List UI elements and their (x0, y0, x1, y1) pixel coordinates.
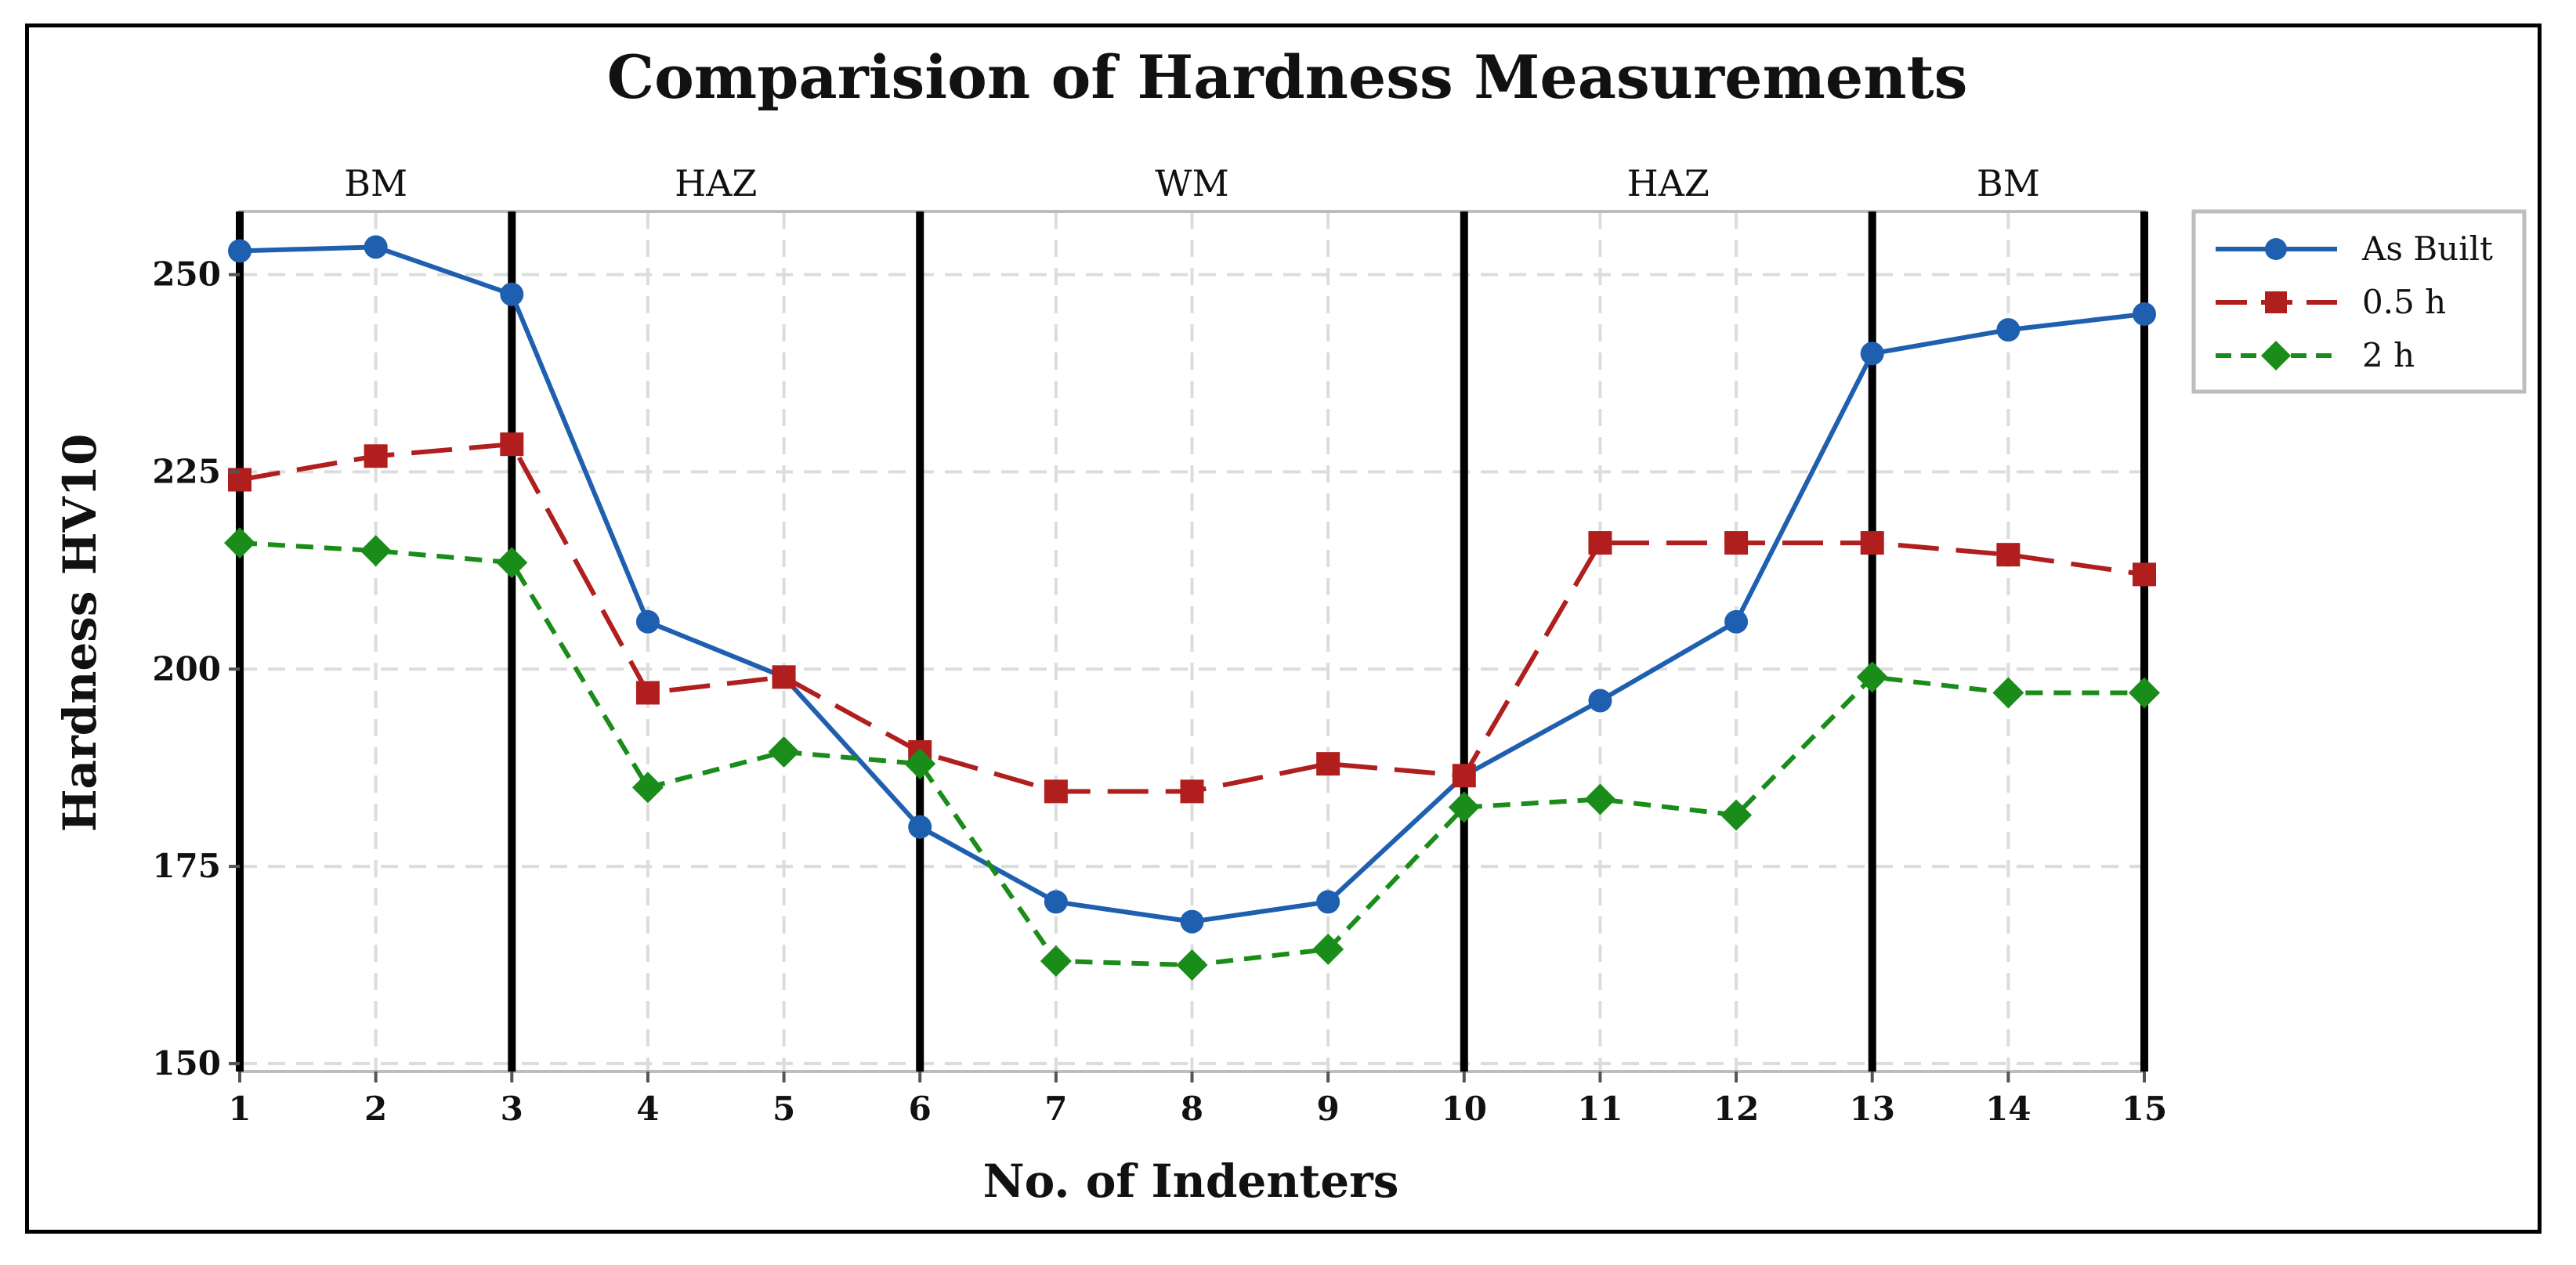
x-tick-label: 15 (2122, 1090, 2167, 1128)
data-point-circle (1996, 318, 2021, 342)
region-label: HAZ (1627, 162, 1709, 204)
region-label: HAZ (675, 162, 757, 204)
data-point-square (1180, 779, 1204, 804)
data-point-diamond (1176, 949, 1208, 981)
series-group (224, 235, 2160, 981)
data-point-square (635, 681, 660, 705)
data-point-circle (1724, 609, 1749, 634)
legend-box (2191, 209, 2527, 394)
legend-label: 2 h (2362, 336, 2415, 374)
x-tick-label: 11 (1577, 1090, 1623, 1128)
data-point-square (500, 432, 524, 457)
data-point-square (1044, 779, 1068, 804)
x-tick-label: 12 (1713, 1090, 1759, 1128)
x-tick-label: 8 (1181, 1090, 1203, 1128)
x-tick-label: 3 (501, 1090, 523, 1128)
data-point-circle (1860, 342, 1884, 366)
data-point-diamond (1992, 677, 2024, 709)
data-point-diamond (360, 535, 392, 567)
grid (238, 211, 2146, 1072)
chart-title: Comparision of Hardness Measurements (607, 42, 1968, 112)
data-point-diamond (1448, 791, 1480, 823)
legend-label: As Built (2361, 230, 2493, 268)
series-as-built (228, 235, 2156, 934)
x-tick-label: 5 (772, 1090, 795, 1128)
data-point-square (1316, 752, 1340, 776)
data-point-diamond (768, 736, 800, 768)
data-point-circle (908, 815, 932, 839)
series-2-h (224, 527, 2160, 981)
y-axis-label: Hardness HV10 (53, 434, 107, 833)
x-tick-label: 10 (1442, 1090, 1487, 1128)
legend-label: 0.5 h (2362, 283, 2446, 321)
data-point-diamond (224, 527, 255, 559)
data-point-diamond (631, 772, 664, 804)
data-point-circle (635, 609, 660, 634)
y-axis-ticks: 150 175 200 225 250 (152, 255, 240, 1082)
region-labels: BM HAZ WM HAZ BM (344, 162, 2040, 204)
data-point-circle (2265, 238, 2287, 260)
x-tick-label: 1 (228, 1090, 251, 1128)
data-point-circle (228, 239, 251, 263)
legend: As Built 0.5 h 2 h (2191, 209, 2527, 394)
data-point-square (1996, 543, 2021, 567)
x-tick-label: 2 (364, 1090, 387, 1128)
data-point-circle (364, 235, 388, 259)
data-point-square (2133, 562, 2156, 587)
region-boundaries (236, 211, 2148, 1072)
y-tick-label: 225 (152, 452, 221, 490)
data-point-square (772, 665, 796, 689)
data-point-circle (1588, 689, 1612, 713)
data-point-square (1588, 531, 1612, 555)
chart-frame (25, 23, 2542, 1234)
data-point-square (1452, 764, 1476, 788)
y-tick-label: 150 (152, 1044, 221, 1082)
x-axis-label: No. of Indenters (983, 1155, 1399, 1208)
data-point-circle (1180, 909, 1204, 934)
data-point-circle (500, 282, 524, 306)
data-point-diamond (2129, 677, 2160, 709)
x-tick-label: 4 (636, 1090, 659, 1128)
data-point-diamond (496, 547, 528, 579)
data-point-diamond (2261, 341, 2291, 370)
x-tick-label: 6 (909, 1090, 932, 1128)
data-point-diamond (1312, 933, 1344, 965)
data-point-circle (1316, 890, 1340, 914)
x-axis-ticks: 1 2 3 4 5 6 7 8 9 10 11 12 13 14 15 (228, 1072, 2167, 1128)
data-point-circle (2133, 302, 2156, 326)
x-tick-label: 13 (1849, 1090, 1894, 1128)
data-point-square (364, 444, 388, 468)
x-tick-label: 7 (1044, 1090, 1067, 1128)
data-point-square (1860, 531, 1884, 555)
region-label: BM (1977, 162, 2040, 204)
region-label: WM (1155, 162, 1228, 204)
data-point-diamond (1720, 799, 1753, 831)
data-point-diamond (1584, 783, 1616, 815)
data-point-diamond (1040, 945, 1072, 977)
y-tick-label: 250 (152, 255, 221, 294)
y-tick-label: 200 (152, 649, 221, 688)
data-point-square (2265, 291, 2287, 313)
region-label: BM (344, 162, 407, 204)
data-point-square (1724, 531, 1749, 555)
x-tick-label: 9 (1317, 1090, 1340, 1128)
x-tick-label: 14 (1985, 1090, 2031, 1128)
data-point-circle (1044, 890, 1068, 914)
data-point-diamond (904, 748, 936, 780)
y-tick-label: 175 (152, 847, 221, 885)
data-point-diamond (1856, 661, 1888, 693)
